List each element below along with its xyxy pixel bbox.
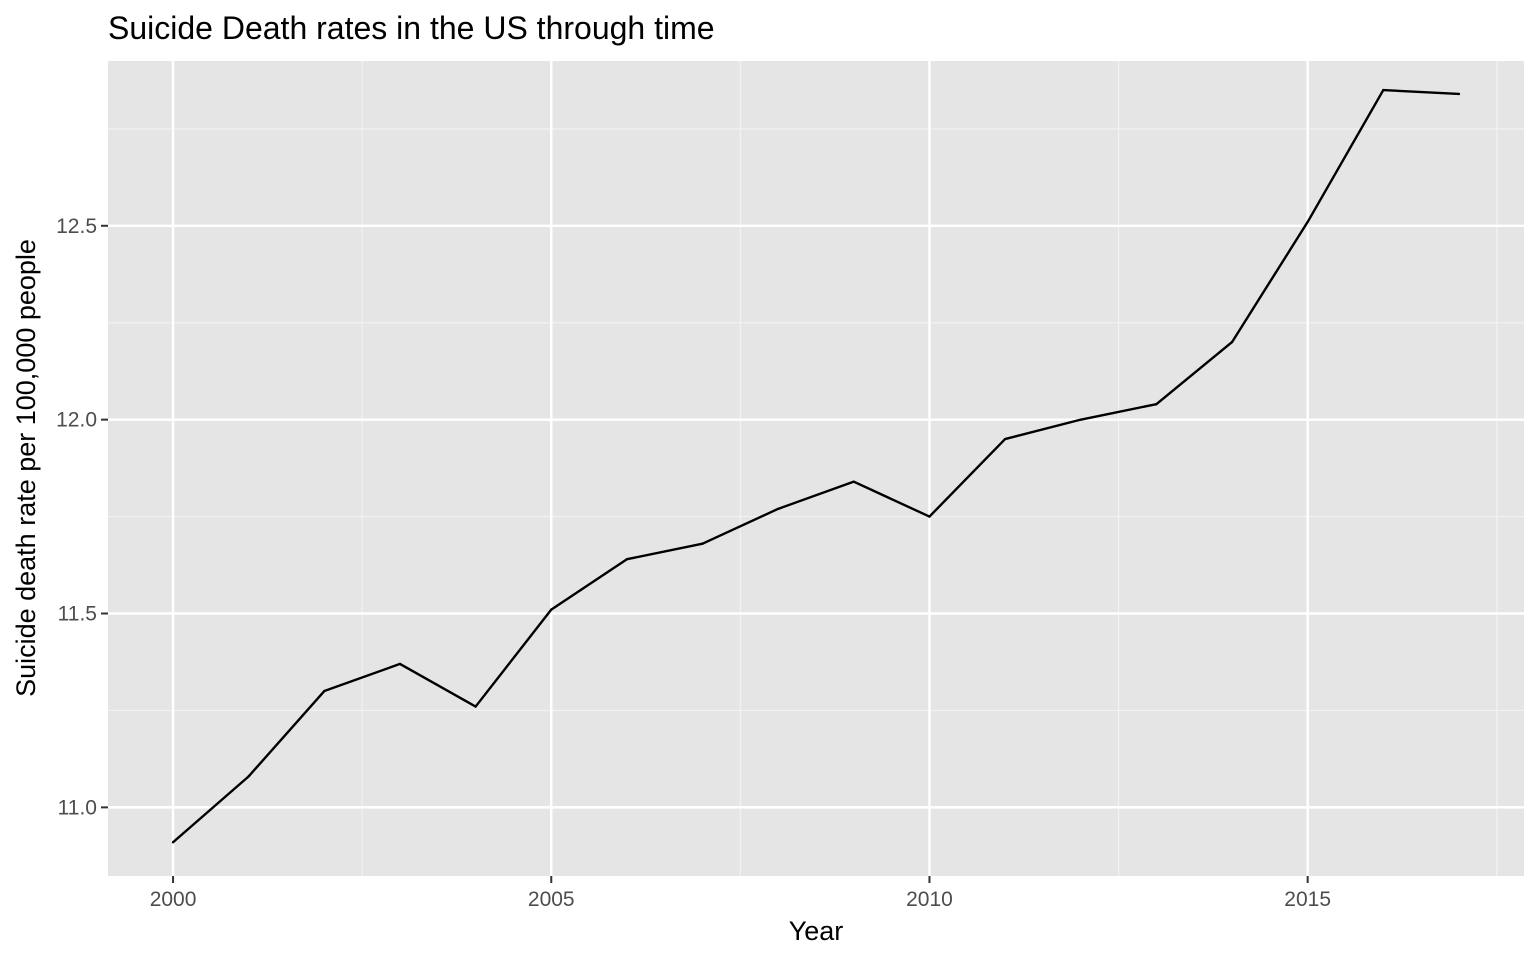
data-point xyxy=(852,480,856,483)
data-point xyxy=(474,705,477,708)
data-point xyxy=(776,507,780,511)
data-point xyxy=(323,689,326,693)
x-tick-label: 2005 xyxy=(528,888,575,911)
minor-gridlines xyxy=(108,61,1524,876)
data-point xyxy=(625,558,629,561)
x-tick-label: 2010 xyxy=(906,888,953,911)
y-axis-title: Suicide death rate per 100,000 people xyxy=(11,239,41,697)
data-point xyxy=(928,515,931,518)
x-axis-title: Year xyxy=(789,916,844,946)
y-axis: 11.0 11.5 12.0 12.5 xyxy=(56,215,108,819)
data-point xyxy=(1306,220,1309,224)
data-point xyxy=(1457,92,1461,96)
x-tick-label: 2000 xyxy=(150,888,197,911)
series-layer xyxy=(171,88,1461,844)
series-line xyxy=(172,88,1460,844)
plot-panel xyxy=(108,61,1524,876)
y-tick-label: 12.0 xyxy=(56,409,97,432)
y-tick-label: 12.5 xyxy=(56,215,97,238)
data-point xyxy=(247,775,250,778)
data-point xyxy=(1382,88,1385,92)
data-point xyxy=(701,542,704,545)
x-tick-label: 2015 xyxy=(1284,888,1331,911)
y-tick-label: 11.0 xyxy=(58,796,97,819)
major-gridlines xyxy=(108,61,1524,876)
data-point xyxy=(1003,437,1007,441)
data-point xyxy=(1155,402,1158,406)
data-point xyxy=(398,662,402,666)
data-point xyxy=(550,608,553,611)
data-point xyxy=(171,841,175,844)
data-point xyxy=(1230,340,1234,344)
x-axis: 2000 2005 2010 2015 xyxy=(150,876,1331,911)
y-tick-label: 11.5 xyxy=(58,603,97,626)
data-point xyxy=(1079,418,1082,421)
chart-title: Suicide Death rates in the US through ti… xyxy=(108,10,715,46)
